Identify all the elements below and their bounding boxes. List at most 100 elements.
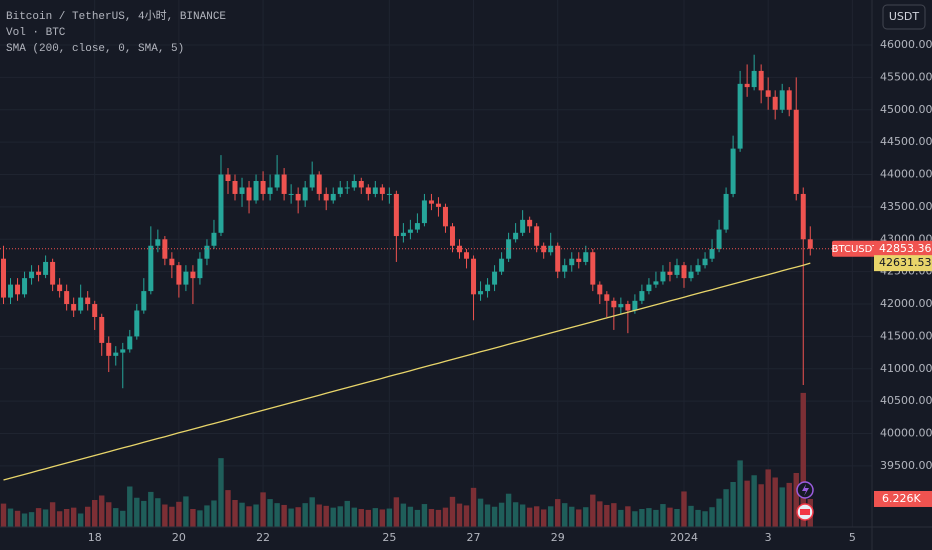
candle-body	[499, 258, 505, 272]
volume-bar	[127, 486, 133, 527]
volume-bar	[800, 392, 806, 527]
x-tick-label: 25	[382, 531, 396, 544]
candle-body	[548, 245, 554, 253]
candle-body	[204, 245, 210, 259]
candle-body	[372, 187, 378, 194]
x-tick-label: 29	[551, 531, 565, 544]
x-tick-label: 3	[765, 531, 772, 544]
volume-bar	[337, 506, 343, 527]
volume-bar	[120, 510, 126, 527]
candle-body	[155, 239, 161, 246]
volume-bar	[491, 506, 498, 527]
volume-bar	[134, 497, 140, 527]
volume-bar	[407, 506, 414, 527]
volume-bar	[197, 510, 203, 527]
volume-bar	[674, 509, 680, 527]
candle-body	[730, 148, 736, 194]
volume-bar	[744, 480, 750, 527]
volume-bar	[302, 503, 308, 527]
volume-bar	[162, 504, 168, 527]
volume-bar	[442, 507, 449, 527]
volume-bar	[155, 498, 161, 527]
candle-body	[1, 258, 7, 298]
candle-body	[50, 261, 56, 285]
volume-bar	[421, 504, 428, 527]
volume-bar	[716, 498, 722, 527]
candle-body	[15, 284, 21, 295]
candle-body	[723, 193, 729, 230]
candle-body	[765, 90, 771, 97]
volume-bar	[63, 509, 70, 527]
candle-body	[639, 291, 645, 301]
y-tick-label: 41500.00	[880, 329, 932, 342]
chart-title: Bitcoin / TetherUS, 4小时, BINANCE	[6, 9, 226, 23]
volume-bar	[113, 508, 119, 527]
candle-body	[449, 226, 455, 246]
volume-bar	[590, 494, 596, 527]
candle-body	[520, 219, 526, 233]
volume-bar	[148, 491, 154, 527]
volume-label: 6.226K	[882, 492, 921, 505]
candle-body	[169, 258, 175, 266]
volume-bar	[702, 511, 708, 527]
candle-body	[660, 271, 666, 282]
x-tick-label: 18	[88, 531, 102, 544]
volume-bar	[260, 492, 266, 527]
volume-bar	[428, 509, 435, 527]
sma-tag	[874, 255, 932, 272]
volume-bar	[730, 482, 736, 527]
volume-bar	[765, 469, 771, 527]
candle-body	[758, 70, 764, 91]
symbol-label: BTCUSDT	[832, 244, 880, 255]
volume-bar	[555, 499, 561, 527]
candle-body	[365, 187, 371, 194]
candle-body	[681, 265, 687, 279]
candle-body	[569, 258, 575, 266]
volume-bar	[435, 509, 442, 527]
volume-bar	[14, 510, 21, 527]
volume-bar	[330, 507, 336, 527]
candle-body	[85, 297, 91, 305]
volume-bar	[779, 487, 785, 527]
volume-bar	[295, 507, 301, 527]
volume-bar	[758, 484, 764, 527]
candle-body	[295, 193, 301, 201]
candle-body	[414, 223, 420, 230]
candle-body	[358, 180, 364, 188]
candle-body	[225, 174, 231, 181]
volume-bar	[597, 501, 603, 527]
volume-bar	[316, 504, 322, 527]
candle-body	[113, 352, 119, 356]
volume-bar	[77, 513, 84, 527]
candle-body	[576, 258, 582, 262]
candle-body	[667, 271, 673, 275]
y-tick-label: 44500.00	[880, 135, 932, 148]
candle-body	[211, 232, 217, 246]
candle-body	[99, 316, 105, 343]
candle-body	[148, 245, 154, 292]
x-tick-label: 5	[849, 531, 856, 544]
volume-bar	[604, 504, 610, 527]
volume-bar	[7, 508, 14, 527]
flag-icon-glyph	[800, 509, 810, 515]
volume-bar	[793, 473, 799, 527]
currency-button[interactable]	[882, 4, 926, 30]
volume-bar	[456, 503, 463, 527]
volume-bar	[0, 503, 7, 527]
candle-body	[218, 174, 224, 233]
candle-body	[471, 258, 477, 295]
candle-body	[632, 300, 638, 311]
candle-body	[562, 265, 568, 272]
y-tick-label: 46000.00	[880, 38, 932, 51]
candle-body	[506, 239, 512, 259]
candle-body	[611, 300, 617, 308]
volume-bar	[646, 508, 652, 527]
volume-bar	[225, 490, 231, 527]
candle-body	[695, 265, 701, 272]
volume-bar	[211, 500, 217, 527]
volume-tag	[874, 490, 932, 507]
candle-body	[190, 271, 196, 279]
volume-bar	[632, 511, 638, 527]
volume-bar	[365, 509, 372, 527]
